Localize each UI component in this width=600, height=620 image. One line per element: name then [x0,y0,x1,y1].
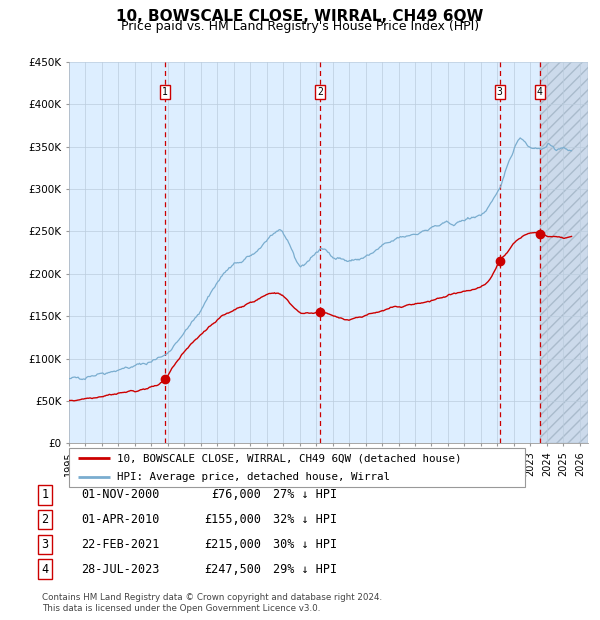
Text: £155,000: £155,000 [204,513,261,526]
Text: 2: 2 [317,87,323,97]
Text: 4: 4 [41,563,49,575]
Text: 29% ↓ HPI: 29% ↓ HPI [273,563,337,575]
Text: £247,500: £247,500 [204,563,261,575]
Text: 32% ↓ HPI: 32% ↓ HPI [273,513,337,526]
Text: 10, BOWSCALE CLOSE, WIRRAL, CH49 6QW (detached house): 10, BOWSCALE CLOSE, WIRRAL, CH49 6QW (de… [117,453,461,463]
Text: Price paid vs. HM Land Registry's House Price Index (HPI): Price paid vs. HM Land Registry's House … [121,20,479,33]
Bar [540,62,588,443]
FancyBboxPatch shape [69,448,525,487]
Text: Contains HM Land Registry data © Crown copyright and database right 2024.
This d: Contains HM Land Registry data © Crown c… [42,593,382,613]
Text: 01-NOV-2000: 01-NOV-2000 [81,489,160,501]
Text: 1: 1 [162,87,168,97]
Text: 27% ↓ HPI: 27% ↓ HPI [273,489,337,501]
Text: 3: 3 [497,87,503,97]
Text: 30% ↓ HPI: 30% ↓ HPI [273,538,337,551]
Text: 28-JUL-2023: 28-JUL-2023 [81,563,160,575]
Text: HPI: Average price, detached house, Wirral: HPI: Average price, detached house, Wirr… [117,472,390,482]
Text: £215,000: £215,000 [204,538,261,551]
Text: 2: 2 [41,513,49,526]
Text: 4: 4 [537,87,542,97]
Text: 1: 1 [41,489,49,501]
Text: 01-APR-2010: 01-APR-2010 [81,513,160,526]
Text: 10, BOWSCALE CLOSE, WIRRAL, CH49 6QW: 10, BOWSCALE CLOSE, WIRRAL, CH49 6QW [116,9,484,24]
Text: 22-FEB-2021: 22-FEB-2021 [81,538,160,551]
Text: 3: 3 [41,538,49,551]
Text: £76,000: £76,000 [211,489,261,501]
